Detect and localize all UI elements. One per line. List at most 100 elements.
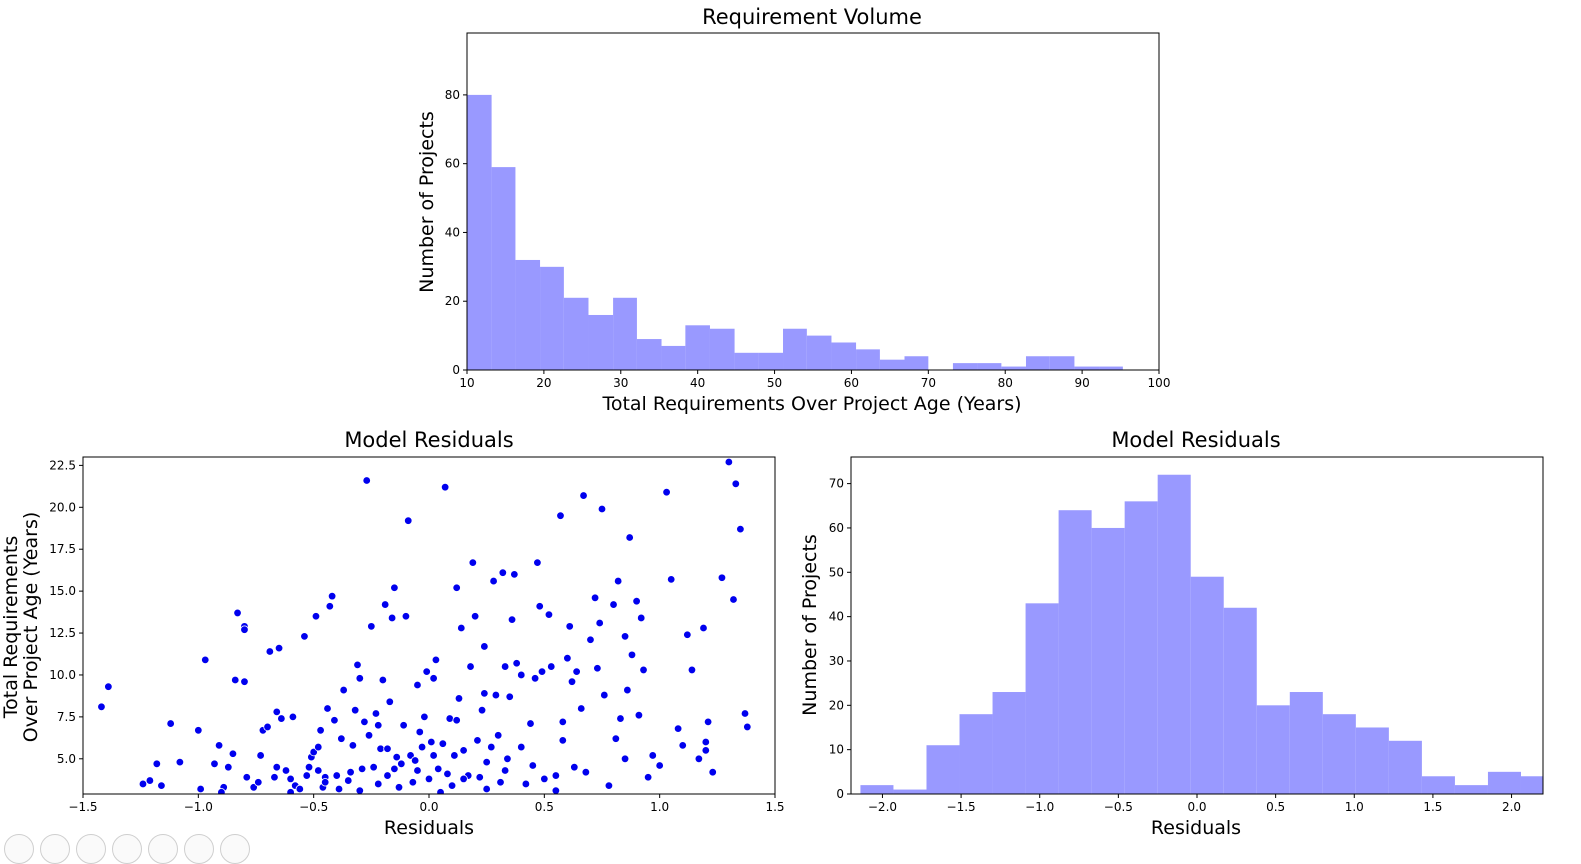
scatter-point (457, 623, 466, 633)
scatter-point (145, 776, 155, 785)
histogram-bar (1256, 705, 1290, 794)
x-tick-label: 30 (613, 376, 628, 390)
histogram-bar (1157, 474, 1191, 794)
histogram-bar (1388, 740, 1422, 794)
scatter-point (242, 773, 251, 782)
scatter-point (138, 779, 148, 789)
histogram-bar (879, 359, 905, 370)
scatter-point (620, 754, 630, 763)
scatter-point (510, 570, 519, 579)
forward-icon[interactable] (76, 834, 106, 864)
scatter-point (360, 717, 369, 727)
requirement-volume-histogram: Requirement Volume Total Requirements Ov… (416, 5, 1170, 415)
histogram-bar (1190, 576, 1224, 794)
scatter-point (417, 742, 427, 752)
scatter-point (577, 704, 586, 713)
scatter-point (166, 719, 175, 728)
scatter-point (717, 573, 727, 582)
scatter-point (678, 741, 687, 750)
scatter-point (374, 779, 383, 789)
histogram-bar (540, 266, 564, 370)
scatter-point (286, 774, 295, 784)
scatter-point (157, 781, 166, 790)
histogram-bar (959, 714, 993, 794)
scatter-point (288, 712, 298, 722)
scatter-point (355, 786, 364, 794)
histogram-bar (588, 314, 614, 370)
y-tick-label: 40 (829, 610, 844, 624)
chart-title: Requirement Volume (702, 5, 922, 29)
scatter-point (452, 716, 461, 725)
y-tick-label: 60 (829, 521, 844, 535)
histogram-bar (467, 94, 492, 370)
scatter-point (699, 623, 708, 633)
scatter-point (392, 752, 401, 762)
scatter-point (466, 662, 475, 671)
histogram-bar (1421, 776, 1455, 794)
scatter-point (526, 719, 535, 728)
histogram-bar (734, 352, 759, 370)
x-tick-label: 80 (998, 376, 1013, 390)
scatter-point (625, 533, 634, 542)
scatter-point (263, 722, 272, 732)
histogram-bar (1058, 510, 1092, 794)
y-tick-label: 7.5 (57, 710, 76, 724)
scatter-point (311, 612, 321, 621)
scatter-point (394, 783, 404, 792)
zoom-icon[interactable] (148, 834, 178, 864)
histogram-bar (860, 785, 894, 794)
histogram-bar (1520, 776, 1543, 794)
scatter-point (558, 736, 567, 745)
chart-title: Model Residuals (344, 428, 513, 452)
scatter-point (272, 707, 281, 717)
y-tick-label: 17.5 (49, 542, 76, 556)
scatter-point (482, 757, 491, 767)
y-tick-label: 22.5 (49, 458, 76, 472)
scatter-point (593, 664, 602, 673)
pan-icon[interactable] (112, 834, 142, 864)
histogram-bar (758, 352, 784, 370)
x-tick-label: 1.0 (650, 800, 669, 814)
scatter-point (413, 766, 422, 775)
scatter-point (590, 593, 600, 603)
scatter-point (500, 766, 510, 775)
scatter-point (427, 737, 436, 747)
x-tick-label: 1.0 (1345, 800, 1364, 814)
scatter-point (572, 667, 581, 676)
histogram-bar (1091, 527, 1125, 794)
home-icon[interactable] (4, 834, 34, 864)
histogram-bar (1074, 366, 1100, 370)
scatter-point (410, 756, 420, 765)
x-axis-label: Residuals (1151, 817, 1241, 839)
scatter-point (475, 773, 484, 782)
scatter-point (537, 667, 547, 676)
scatter-point (240, 677, 249, 686)
y-tick-label: 10 (829, 743, 844, 757)
x-tick-label: 50 (767, 376, 782, 390)
scatter-point (390, 583, 399, 592)
scatter-point (404, 516, 413, 525)
scatter-point (429, 674, 438, 683)
scatter-point (639, 665, 648, 675)
x-tick-label: −2.0 (868, 800, 897, 814)
residuals-scatter: Model Residuals Residuals Total Requirem… (0, 428, 785, 839)
scatter-point (452, 583, 461, 592)
scatter-point (708, 768, 717, 777)
y-tick-label: 60 (445, 157, 460, 171)
y-tick-label: 12.5 (49, 626, 76, 640)
scatter-point (314, 742, 323, 752)
y-axis-label-line-1: Total Requirements (0, 536, 22, 720)
scatter-point (597, 504, 607, 514)
scatter-point (367, 622, 376, 631)
configure-icon[interactable] (184, 834, 214, 864)
scatter-point (667, 575, 676, 584)
back-icon[interactable] (40, 834, 70, 864)
scatter-point (512, 659, 521, 668)
scatter-point (302, 771, 311, 780)
scatter-point (517, 670, 526, 680)
scatter-point (533, 558, 542, 567)
scatter-point (570, 762, 579, 772)
save-icon[interactable] (220, 834, 250, 864)
scatter-point (316, 726, 325, 735)
